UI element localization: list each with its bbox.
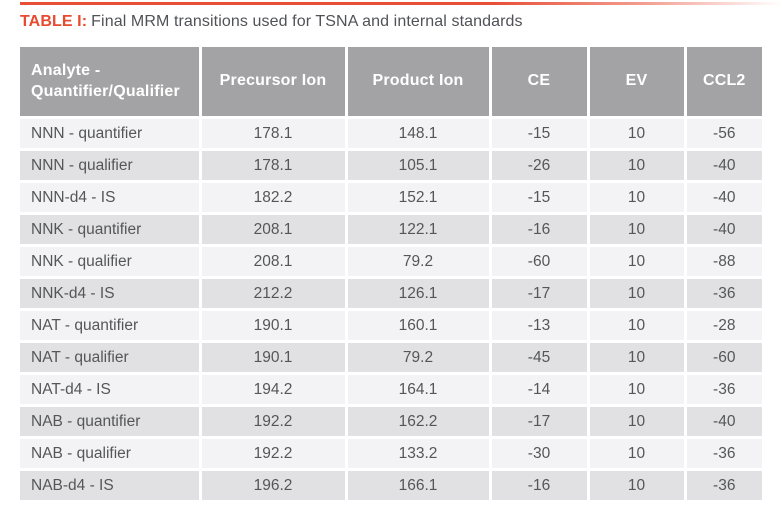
table-row: NAT - qualifier 190.1 79.2 -45 10 -60 [20,341,762,375]
cell-precursor-ion: 194.2 [200,373,348,407]
cell-precursor-ion: 208.1 [200,245,348,279]
cell-precursor-ion: 208.1 [200,213,348,247]
cell-precursor-ion: 190.1 [200,341,348,375]
cell-ce: -16 [490,213,590,247]
cell-precursor-ion: 178.1 [200,117,348,151]
cell-precursor-ion: 182.2 [200,181,348,215]
cell-ce: -14 [490,373,590,407]
accent-top-rule [20,2,782,5]
table-caption: TABLE I: Final MRM transitions used for T… [20,12,523,32]
column-header-ccl2: CCL2 [685,47,762,119]
cell-product-ion: 148.1 [346,117,492,151]
cell-precursor-ion: 196.2 [200,469,348,503]
cell-product-ion: 164.1 [346,373,492,407]
column-header-ev: EV [588,47,687,119]
cell-analyte: NNK-d4 - IS [20,277,202,311]
cell-ce: -13 [490,309,590,343]
cell-product-ion: 166.1 [346,469,492,503]
cell-precursor-ion: 178.1 [200,149,348,183]
cell-ev: 10 [588,181,687,215]
cell-ce: -60 [490,245,590,279]
cell-product-ion: 133.2 [346,437,492,471]
header-row: Analyte - Quantifier/Qualifier Precursor… [20,47,762,119]
cell-analyte: NNN - quantifier [20,117,202,151]
table-row: NAB - quantifier 192.2 162.2 -17 10 -40 [20,405,762,439]
column-header-ce: CE [490,47,590,119]
cell-ev: 10 [588,245,687,279]
table-row: NNK - quantifier 208.1 122.1 -16 10 -40 [20,213,762,247]
cell-ev: 10 [588,373,687,407]
cell-analyte: NNK - qualifier [20,245,202,279]
cell-product-ion: 162.2 [346,405,492,439]
cell-ccl2: -40 [685,213,762,247]
column-header-product-ion: Product Ion [346,47,492,119]
cell-product-ion: 122.1 [346,213,492,247]
cell-analyte: NAB - quantifier [20,405,202,439]
cell-analyte: NAT - quantifier [20,309,202,343]
cell-product-ion: 79.2 [346,341,492,375]
cell-analyte: NNN-d4 - IS [20,181,202,215]
cell-ev: 10 [588,117,687,151]
cell-ce: -17 [490,405,590,439]
cell-ccl2: -40 [685,181,762,215]
cell-ccl2: -40 [685,149,762,183]
cell-analyte: NNN - qualifier [20,149,202,183]
cell-precursor-ion: 212.2 [200,277,348,311]
table-row: NNK-d4 - IS 212.2 126.1 -17 10 -36 [20,277,762,311]
cell-analyte: NAB-d4 - IS [20,469,202,503]
table-row: NAT - quantifier 190.1 160.1 -13 10 -28 [20,309,762,343]
cell-ccl2: -36 [685,469,762,503]
cell-precursor-ion: 190.1 [200,309,348,343]
cell-ev: 10 [588,149,687,183]
table-row: NNN - qualifier 178.1 105.1 -26 10 -40 [20,149,762,183]
cell-ccl2: -28 [685,309,762,343]
table-row: NAT-d4 - IS 194.2 164.1 -14 10 -36 [20,373,762,407]
cell-ev: 10 [588,309,687,343]
cell-ccl2: -88 [685,245,762,279]
cell-ce: -16 [490,469,590,503]
cell-analyte: NAT - qualifier [20,341,202,375]
cell-product-ion: 126.1 [346,277,492,311]
table-row: NAB - qualifier 192.2 133.2 -30 10 -36 [20,437,762,471]
table-row: NNK - qualifier 208.1 79.2 -60 10 -88 [20,245,762,279]
cell-precursor-ion: 192.2 [200,405,348,439]
cell-ccl2: -60 [685,341,762,375]
table-body: NNN - quantifier 178.1 148.1 -15 10 -56 NNN - … [20,117,762,503]
mrm-transitions-table: Analyte - Quantifier/Qualifier Precursor… [20,47,762,503]
table-row: NNN-d4 - IS 182.2 152.1 -15 10 -40 [20,181,762,215]
cell-ce: -45 [490,341,590,375]
cell-ev: 10 [588,405,687,439]
cell-product-ion: 160.1 [346,309,492,343]
cell-ce: -26 [490,149,590,183]
cell-ccl2: -36 [685,437,762,471]
cell-analyte: NAT-d4 - IS [20,373,202,407]
cell-ce: -15 [490,117,590,151]
cell-product-ion: 152.1 [346,181,492,215]
cell-product-ion: 79.2 [346,245,492,279]
cell-ev: 10 [588,469,687,503]
cell-ev: 10 [588,341,687,375]
cell-ccl2: -40 [685,405,762,439]
table-row: NNN - quantifier 178.1 148.1 -15 10 -56 [20,117,762,151]
cell-product-ion: 105.1 [346,149,492,183]
cell-analyte: NNK - quantifier [20,213,202,247]
table-caption-label: TABLE I: [20,13,88,30]
cell-ccl2: -36 [685,373,762,407]
column-header-analyte: Analyte - Quantifier/Qualifier [20,47,202,119]
table-caption-text: Final MRM transitions used for TSNA and … [91,13,523,30]
cell-ce: -17 [490,277,590,311]
column-header-precursor-ion: Precursor Ion [200,47,348,119]
cell-ccl2: -36 [685,277,762,311]
cell-ev: 10 [588,437,687,471]
cell-ev: 10 [588,213,687,247]
cell-ev: 10 [588,277,687,311]
cell-ccl2: -56 [685,117,762,151]
cell-ce: -15 [490,181,590,215]
cell-analyte: NAB - qualifier [20,437,202,471]
cell-ce: -30 [490,437,590,471]
table-row: NAB-d4 - IS 196.2 166.1 -16 10 -36 [20,469,762,503]
cell-precursor-ion: 192.2 [200,437,348,471]
